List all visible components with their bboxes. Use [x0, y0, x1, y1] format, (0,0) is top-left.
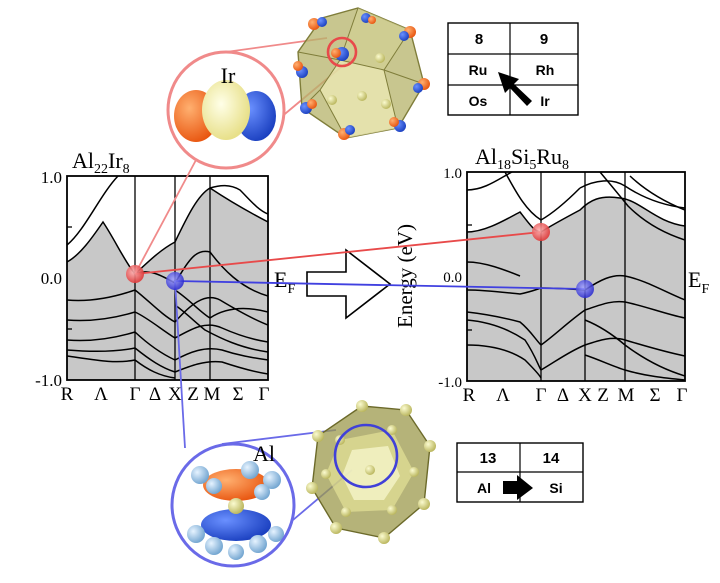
ir-zoom-label: Ir — [221, 63, 236, 88]
blue-connector-across — [174, 280, 586, 290]
ptable-bottom-header-13: 13 — [480, 450, 497, 467]
right-k-R: R — [463, 385, 476, 406]
right-ytick-1: 1.0 — [443, 166, 462, 182]
fermi-label-right: EF — [688, 267, 709, 297]
red-connector-to-ir-zoom — [134, 159, 197, 275]
left-blue-state-marker — [166, 272, 184, 290]
right-k-Delta: Δ — [557, 385, 569, 406]
ptable-top-Ir: Ir — [540, 93, 550, 109]
ptable-bottom-Al: Al — [477, 480, 491, 496]
ir-cluster-atoms — [293, 13, 430, 140]
left-y-ticks: 1.0 0.0 -1.0 — [35, 168, 72, 390]
right-y-axis-label: Energy (eV) — [393, 224, 417, 328]
ir-cluster — [293, 7, 430, 140]
left-kpoint-labels: R Λ Γ Δ X Z M Σ Γ — [61, 384, 270, 405]
al-cluster-highlight-ring — [333, 423, 399, 489]
right-k-Lambda: Λ — [496, 385, 510, 406]
right-k-Sigma: Σ — [649, 385, 660, 406]
ptable-top-arrow — [498, 72, 532, 106]
left-k-Gamma2: Γ — [259, 384, 270, 405]
ptable-top-Os: Os — [469, 93, 488, 109]
periodic-table-top: 8 9 Ru Rh Os Ir — [447, 22, 579, 116]
left-ytick-neg1: -1.0 — [35, 371, 62, 390]
right-k-M: M — [618, 385, 635, 406]
left-panel-title: Al22Ir8 — [72, 148, 130, 177]
ptable-bottom-arrow — [503, 475, 533, 500]
left-k-Sigma: Σ — [232, 384, 243, 405]
left-k-Gamma1: Γ — [130, 384, 141, 405]
ir-orbital-zoom: Ir — [166, 50, 286, 170]
left-k-X: X — [168, 384, 182, 405]
left-red-state-marker — [126, 265, 144, 283]
right-k-Z: Z — [597, 385, 609, 406]
blue-connector-to-al-zoom — [174, 280, 186, 449]
ptable-top-Rh: Rh — [536, 62, 555, 78]
left-k-Delta: Δ — [149, 384, 161, 405]
right-y-ticks: 1.0 0.0 -1.0 — [438, 166, 472, 391]
left-ytick-1: 1.0 — [41, 168, 62, 187]
left-ytick-0: 0.0 — [41, 269, 62, 288]
al-neighbor-atoms — [187, 461, 284, 560]
ptable-top-header-8: 8 — [475, 31, 483, 48]
left-band-panel: 1.0 0.0 -1.0 R Λ Γ Δ X Z M Σ Γ Al22Ir8 — [35, 148, 269, 405]
ir-zoom-ring — [166, 50, 286, 170]
right-band-panel: 1.0 0.0 -1.0 R Λ Γ Δ X Z M Σ Γ Al18Si5Ru… — [393, 144, 688, 406]
al-cluster — [306, 400, 436, 544]
al-orbital-blue-lobe — [201, 509, 271, 541]
red-connector-across — [134, 231, 542, 275]
right-red-state-marker — [532, 223, 550, 241]
left-k-Lambda: Λ — [94, 384, 108, 405]
right-k-Gamma1: Γ — [536, 385, 547, 406]
ir-orbital-yellow-lobe — [202, 80, 250, 140]
ptable-top-header-9: 9 — [540, 31, 548, 48]
right-blue-state-marker — [576, 280, 594, 298]
periodic-table-bottom: 13 14 Al Si — [456, 442, 584, 503]
left-k-M: M — [204, 384, 221, 405]
right-ytick-neg1: -1.0 — [438, 375, 462, 391]
right-plot-frame — [466, 171, 686, 382]
fermi-label-left: EF — [274, 267, 295, 297]
ir-cluster-highlight-ring — [326, 36, 358, 68]
right-kpoint-labels: R Λ Γ Δ X Z M Σ Γ — [463, 385, 688, 406]
left-plot-frame — [66, 175, 269, 381]
right-ytick-0: 0.0 — [443, 270, 462, 286]
left-k-Z: Z — [187, 384, 199, 405]
left-k-R: R — [61, 384, 74, 405]
ptable-bottom-header-14: 14 — [543, 450, 560, 467]
right-k-X: X — [578, 385, 592, 406]
al-zoom-label: Al — [253, 441, 275, 466]
ptable-top-Ru: Ru — [469, 62, 488, 78]
al-orbital-zoom: Al — [170, 441, 296, 568]
right-panel-title: Al18Si5Ru8 — [475, 144, 569, 173]
ptable-bottom-Si: Si — [549, 480, 562, 496]
right-kpoint-gridlines — [540, 172, 626, 381]
al-cluster-atoms — [306, 400, 436, 544]
al-zoom-ring — [170, 442, 296, 568]
right-k-Gamma2: Γ — [677, 385, 688, 406]
